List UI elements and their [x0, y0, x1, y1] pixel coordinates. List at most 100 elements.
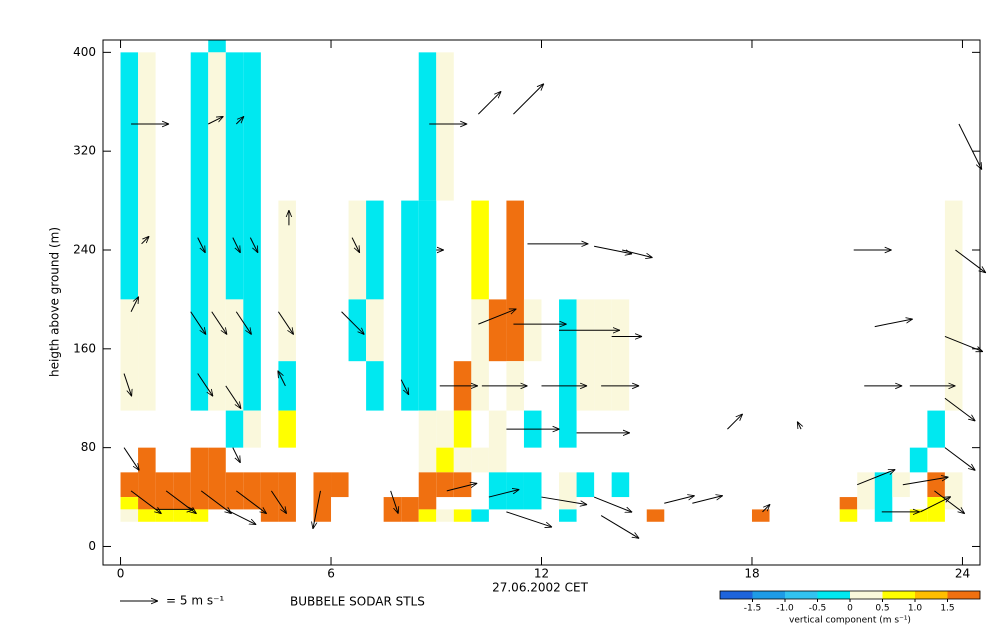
- cell: [944, 200, 963, 411]
- x-axis-label: 27.06.2002 CET: [492, 581, 588, 595]
- wind-arrow: [506, 511, 552, 527]
- cell: [436, 472, 454, 498]
- wind-arrow: [225, 385, 241, 409]
- cell: [453, 472, 472, 498]
- cell: [927, 497, 945, 522]
- cell: [436, 509, 454, 522]
- cell: [418, 509, 437, 522]
- cell: [366, 361, 384, 411]
- colorbar-segment: [882, 591, 916, 599]
- wind-arrow: [123, 447, 139, 471]
- x-tick-label: 18: [744, 567, 759, 581]
- wind-arrow: [277, 311, 293, 335]
- wind-arrow: [190, 311, 206, 335]
- colorbar-segment: [850, 591, 883, 599]
- cell: [278, 410, 296, 448]
- cell: [366, 299, 384, 362]
- cell: [523, 472, 542, 510]
- wind-arrow: [902, 477, 949, 486]
- wind-arrow: [341, 311, 365, 335]
- colorbar-tick-label: 0.5: [875, 604, 889, 614]
- cell: [436, 447, 454, 473]
- cell: [401, 497, 419, 522]
- cell: [208, 52, 226, 411]
- wind-arrow: [478, 308, 516, 325]
- wind-arrow: [797, 422, 801, 430]
- cell: [559, 472, 577, 510]
- cell: [453, 509, 472, 522]
- wind-arrow: [390, 490, 399, 514]
- colorbar-tick-label: 1.5: [940, 604, 954, 614]
- x-tick-label: 12: [534, 567, 549, 581]
- cell: [646, 509, 665, 522]
- cell: [471, 299, 489, 411]
- cell: [594, 299, 612, 411]
- cell: [576, 472, 595, 498]
- cell: [909, 447, 928, 473]
- wind-arrow: [727, 414, 742, 430]
- wind-arrow: [593, 496, 632, 513]
- y-tick-label: 320: [73, 144, 96, 158]
- y-tick-label: 400: [73, 45, 96, 59]
- wind-arrow: [920, 497, 950, 513]
- wind-arrow: [600, 515, 639, 539]
- cell: [488, 472, 507, 510]
- cell: [243, 52, 261, 411]
- wind-arrow: [488, 489, 519, 498]
- wind-arrow: [232, 447, 241, 463]
- station-label: BUBBELE SODAR STLS: [290, 595, 425, 609]
- wind-arrow: [622, 249, 652, 258]
- colorbar-segment: [752, 591, 786, 599]
- wind-arrow: [249, 237, 258, 253]
- cell: [331, 472, 349, 498]
- cell: [208, 447, 226, 510]
- colorbar-tick-label: -1.0: [776, 604, 794, 614]
- cell: [243, 472, 261, 510]
- wind-arrow: [197, 373, 213, 397]
- cell: [857, 472, 875, 510]
- wind-arrow: [762, 504, 771, 513]
- cell: [559, 509, 577, 522]
- wind-arrow: [197, 237, 206, 253]
- wind-arrow: [857, 469, 895, 486]
- cell: [225, 472, 244, 510]
- cell: [944, 472, 963, 510]
- cell: [453, 447, 472, 473]
- colorbar-label: vertical component (m s⁻¹): [789, 616, 911, 626]
- colorbar-segment: [785, 591, 818, 599]
- cell: [383, 497, 402, 522]
- cell: [366, 200, 384, 300]
- cell: [418, 472, 437, 510]
- wind-arrow: [446, 483, 477, 492]
- cell: [488, 299, 507, 362]
- wind-arrow: [313, 490, 321, 529]
- cell: [418, 52, 437, 201]
- cell: [892, 472, 910, 498]
- wind-arrow: [400, 379, 409, 395]
- cell: [839, 509, 858, 522]
- cell: [120, 472, 139, 498]
- wind-arrow: [208, 116, 223, 125]
- wind-arrow: [874, 319, 913, 328]
- cell: [471, 447, 489, 473]
- cell: [138, 509, 156, 522]
- wind-arrow: [232, 237, 241, 253]
- y-tick-label: 160: [73, 341, 96, 355]
- cell: [138, 52, 156, 411]
- wind-arrow: [130, 297, 139, 312]
- cell: [471, 200, 489, 300]
- cell: [927, 472, 945, 498]
- y-tick-label: 240: [73, 243, 96, 257]
- cell: [243, 410, 261, 448]
- wind-arrow: [351, 237, 360, 253]
- cell: [401, 200, 419, 411]
- cell: [225, 410, 244, 448]
- wind-arrow: [955, 249, 985, 273]
- cell: [559, 299, 577, 448]
- cell: [120, 299, 139, 411]
- cell: [874, 472, 893, 522]
- wind-arrow: [664, 496, 694, 504]
- wind-arrow: [235, 116, 244, 125]
- cell: [751, 509, 770, 522]
